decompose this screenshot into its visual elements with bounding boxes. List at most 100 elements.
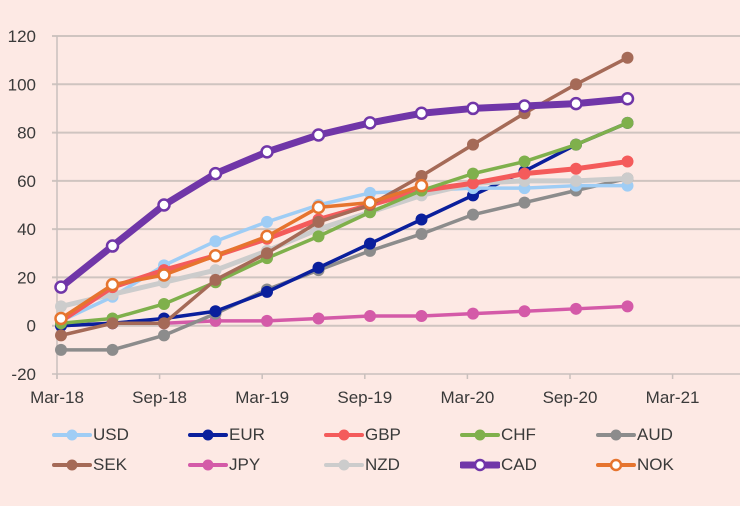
series-nok: [54, 178, 429, 326]
y-tick-label: 20: [17, 268, 36, 287]
legend-label: JPY: [229, 455, 261, 474]
data-point: [106, 343, 119, 356]
data-point: [415, 170, 428, 183]
data-point: [620, 92, 635, 106]
legend-swatch-icon: [188, 459, 228, 471]
data-point: [621, 172, 634, 185]
legend-item-usd: USD: [52, 425, 188, 445]
data-point: [105, 277, 120, 292]
x-tick-label: Sep-18: [132, 388, 187, 407]
series-line-cad: [57, 95, 631, 291]
legend-row: USD EUR GBP CHF AUD: [52, 420, 732, 450]
data-point: [209, 273, 222, 286]
data-point: [414, 106, 429, 121]
x-axis-ticks: Mar-18 Sep-18 Mar-19 Sep-19 Mar-20 Sep-20 Mar-…: [30, 374, 700, 407]
data-point: [570, 138, 582, 151]
legend-swatch-icon: [460, 458, 500, 472]
data-point: [467, 138, 479, 151]
axes: [52, 36, 740, 379]
data-point: [621, 116, 634, 129]
data-point: [364, 310, 376, 323]
data-point: [518, 196, 531, 209]
data-point: [570, 78, 582, 91]
data-point: [621, 300, 634, 313]
data-point: [364, 237, 376, 250]
legend-label: NZD: [365, 455, 400, 474]
data-point: [414, 178, 429, 193]
y-tick-label: 120: [8, 27, 36, 46]
data-point: [158, 297, 170, 310]
data-point: [209, 235, 222, 248]
data-point: [415, 227, 428, 240]
legend: USD EUR GBP CHF AUD SEK JPY NZD CAD NOK: [52, 420, 732, 480]
data-point: [158, 317, 170, 330]
legend-swatch-icon: [188, 429, 228, 441]
series-line-sek: [59, 55, 630, 338]
legend-row: SEK JPY NZD CAD NOK: [52, 450, 732, 480]
data-point: [570, 162, 582, 175]
legend-label: NOK: [637, 455, 674, 474]
data-point: [312, 215, 325, 228]
data-point: [569, 96, 583, 111]
data-point: [517, 99, 532, 113]
legend-swatch-icon: [460, 429, 500, 441]
data-point: [311, 128, 326, 142]
data-point: [157, 198, 171, 212]
legend-swatch-icon: [596, 458, 636, 472]
data-point: [518, 305, 531, 318]
data-point: [312, 312, 325, 325]
data-point: [105, 239, 120, 253]
x-tick-label: Sep-20: [543, 388, 598, 407]
data-point: [208, 166, 223, 181]
data-point: [55, 329, 67, 342]
legend-swatch-icon: [324, 459, 364, 471]
legend-item-jpy: JPY: [188, 455, 324, 475]
data-point: [106, 317, 119, 330]
x-tick-label: Mar-21: [646, 388, 700, 407]
data-point: [467, 177, 479, 190]
data-point: [363, 195, 377, 210]
legend-item-cad: CAD: [460, 455, 596, 475]
data-point: [311, 200, 326, 215]
data-point: [261, 314, 273, 327]
data-point: [570, 174, 582, 187]
data-point: [570, 302, 582, 315]
legend-item-eur: EUR: [188, 425, 324, 445]
series-line-nok: [59, 183, 424, 321]
y-tick-label: 60: [17, 172, 36, 191]
legend-swatch-icon: [52, 429, 92, 441]
data-point: [260, 145, 274, 159]
legend-item-gbp: GBP: [324, 425, 460, 445]
series-usd: [55, 179, 634, 327]
legend-label: USD: [93, 425, 129, 444]
legend-item-nzd: NZD: [324, 455, 460, 475]
data-point: [54, 280, 68, 294]
data-point: [209, 264, 222, 277]
legend-item-chf: CHF: [460, 425, 596, 445]
data-point: [209, 305, 222, 318]
x-tick-label: Mar-18: [30, 388, 84, 407]
series-cad: [54, 92, 635, 294]
legend-swatch-icon: [52, 459, 92, 471]
data-point: [364, 186, 376, 199]
data-point: [518, 155, 531, 168]
data-point: [467, 307, 479, 320]
legend-label: EUR: [229, 425, 265, 444]
data-point: [621, 155, 634, 168]
series-group: [54, 51, 635, 356]
data-point: [158, 329, 170, 342]
legend-swatch-icon: [324, 429, 364, 441]
data-point: [415, 213, 428, 226]
series-nzd: [55, 172, 634, 313]
data-point: [261, 285, 273, 298]
series-line-aud: [59, 176, 630, 352]
data-point: [518, 167, 531, 180]
data-point: [55, 343, 67, 356]
y-tick-label: 0: [27, 317, 36, 336]
series-line-nzd: [58, 175, 630, 309]
legend-swatch-icon: [596, 429, 636, 441]
x-tick-label: Mar-20: [440, 388, 494, 407]
x-tick-label: Sep-19: [337, 388, 392, 407]
data-point: [466, 101, 480, 116]
y-axis-ticks: -20 0 20 40 60 80 100 120: [8, 27, 36, 384]
